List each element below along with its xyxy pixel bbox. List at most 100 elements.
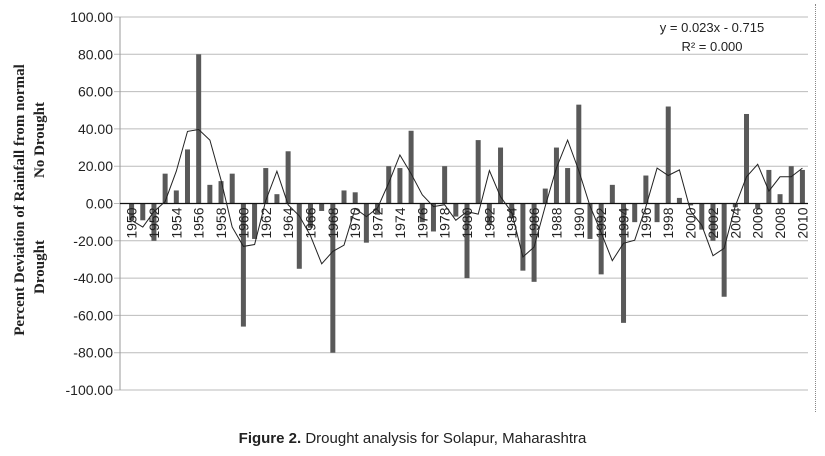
x-tick-label: 1962 (258, 207, 274, 238)
bar-1954 (173, 190, 179, 204)
bar-1977 (430, 203, 436, 232)
x-tick-label: 1974 (392, 207, 408, 238)
y-tick-label: -80.00 (73, 345, 113, 361)
chart-frame (4, 4, 816, 412)
bar-1996 (643, 175, 649, 204)
bar-1965 (296, 203, 302, 269)
bar-1990 (576, 104, 582, 204)
bar-2003 (721, 203, 727, 297)
y-tick-label: 40.00 (78, 121, 113, 137)
y-axis-no-drought-label: No Drought (32, 102, 48, 178)
x-tick-label: 1954 (168, 207, 184, 238)
bar-1974 (397, 168, 403, 204)
bar-1991 (587, 203, 593, 239)
x-tick-label: 1968 (325, 207, 341, 238)
caption-label: Figure 2. (238, 430, 302, 447)
moving-average-line (131, 128, 803, 265)
x-tick-label: 2010 (794, 207, 810, 238)
x-tick-label: 2000 (683, 207, 699, 238)
x-tick-label: 1970 (347, 207, 363, 238)
x-tick-label: 1984 (504, 207, 520, 238)
bar-1960 (240, 203, 246, 327)
x-tick-label: 2008 (772, 207, 788, 238)
bar-1987 (542, 188, 548, 204)
figure-caption: Figure 2. Drought analysis for Solapur, … (0, 430, 825, 447)
bar-2002 (710, 203, 716, 241)
bar-1988 (553, 147, 559, 204)
bar-1962 (263, 168, 269, 204)
x-tick-label: 1960 (235, 207, 251, 238)
bar-1980 (464, 203, 470, 279)
bar-2001 (699, 203, 705, 230)
bar-1951 (140, 203, 146, 221)
bar-1970 (352, 192, 358, 204)
bar-1978 (442, 166, 448, 204)
y-tick-label: -40.00 (73, 270, 113, 286)
bar-1955 (184, 149, 190, 204)
x-tick-label: 2006 (750, 207, 766, 238)
bar-2005 (744, 113, 750, 204)
bar-1981 (475, 140, 481, 204)
bar-1961 (252, 203, 258, 239)
y-tick-label: -60.00 (73, 307, 113, 323)
x-tick-label: 1980 (459, 207, 475, 238)
y-tick-label: 0.00 (86, 196, 113, 212)
bar-1963 (274, 194, 280, 204)
x-tick-label: 1958 (213, 207, 229, 238)
bar-1979 (453, 203, 459, 217)
x-tick-label: 2002 (705, 207, 721, 238)
y-axis-drought-label: Drought (32, 240, 48, 294)
x-tick-label: 1956 (191, 207, 207, 238)
x-tick-label: 1992 (593, 207, 609, 238)
bar-1999 (676, 197, 682, 204)
y-tick-label: 100.00 (70, 9, 113, 25)
bar-1972 (375, 203, 381, 215)
y-tick-label: 60.00 (78, 84, 113, 100)
bar-1952 (151, 203, 157, 241)
x-tick-label: 1966 (302, 207, 318, 238)
bar-1992 (598, 203, 604, 275)
x-tick-label: 1990 (571, 207, 587, 238)
bar-1984 (509, 203, 515, 219)
x-tick-label: 1950 (124, 207, 140, 238)
bar-1993 (609, 184, 615, 204)
x-tick-label: 1986 (526, 207, 542, 238)
bar-1998 (665, 106, 671, 204)
x-tick-label: 1988 (548, 207, 564, 238)
x-tick-label: 1976 (414, 207, 430, 238)
x-tick-label: 1998 (660, 207, 676, 238)
y-tick-label: 80.00 (78, 46, 113, 62)
caption-text: Drought analysis for Solapur, Maharashtr… (301, 430, 587, 447)
bar-1973 (386, 166, 392, 204)
x-tick-label: 1978 (437, 207, 453, 238)
bar-1986 (531, 203, 537, 282)
bar-1971 (363, 203, 369, 243)
bar-1983 (498, 147, 504, 204)
drought-bar-chart: -100.00 -80.00 -60.00 -40.00 -20.00 0.00 20.00… (12, 9, 810, 398)
bar-1957 (207, 184, 213, 204)
bar-1968 (330, 203, 336, 353)
bar-2006 (755, 203, 761, 210)
bar-1956 (196, 54, 202, 204)
x-tick-label: 1982 (481, 207, 497, 238)
r-squared-label: R² = 0.000 (681, 39, 742, 54)
trendline-equation: y = 0.023x - 0.715 (660, 20, 764, 35)
bar-1997 (654, 203, 660, 223)
bar-2009 (788, 166, 794, 204)
bar-1994 (621, 203, 627, 323)
x-tick-label: 1996 (638, 207, 654, 238)
bar-1989 (565, 168, 571, 204)
bar-1967 (319, 203, 325, 211)
bar-2008 (777, 194, 783, 204)
x-tick-label: 1972 (370, 207, 386, 238)
bar-1959 (229, 173, 235, 204)
bar-2007 (766, 169, 772, 204)
x-tick-label: 1952 (146, 207, 162, 238)
bar-1982 (486, 203, 492, 225)
bar-1995 (632, 203, 638, 223)
y-tick-label: -100.00 (66, 382, 114, 398)
bar-1975 (408, 130, 414, 204)
bar-2010 (799, 169, 805, 204)
y-tick-label: 20.00 (78, 158, 113, 174)
bar-1985 (520, 203, 526, 271)
